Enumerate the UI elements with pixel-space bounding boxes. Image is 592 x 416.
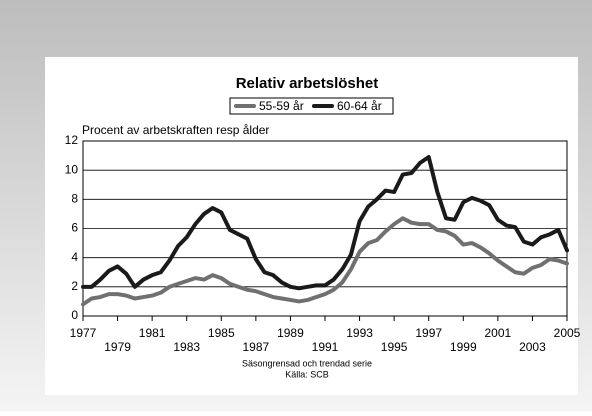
x-tick-label: 1981 (139, 326, 166, 340)
y-tick-label: 0 (71, 308, 78, 322)
y-tick-label: 12 (65, 133, 79, 147)
x-tick-label: 2003 (519, 340, 546, 354)
x-tick-label: 1985 (208, 326, 235, 340)
x-tick-label: 2001 (485, 326, 512, 340)
y-axis-label: Procent av arbetskraften resp ålder (82, 123, 269, 137)
y-tick-label: 8 (71, 192, 78, 206)
series-line (81, 216, 569, 307)
series-line (81, 155, 569, 291)
x-tick-label: 1997 (415, 326, 442, 340)
x-tick-label: 2005 (554, 326, 581, 340)
y-tick-label: 2 (71, 279, 78, 293)
x-tick-label: 1993 (346, 326, 373, 340)
legend-label: 55-59 år (259, 99, 304, 113)
chart-title: Relativ arbetslöshet (236, 75, 379, 92)
legend-box (229, 97, 394, 115)
y-tick-label: 4 (71, 250, 78, 264)
note: Säsongrensad och trendad serie (242, 358, 372, 368)
y-tick-label: 10 (65, 162, 79, 176)
x-tick-label: 1989 (277, 326, 304, 340)
x-tick-label: 1999 (450, 340, 477, 354)
x-tick-label: 1977 (70, 326, 97, 340)
x-tick-label: 1995 (381, 340, 408, 354)
legend-label: 60-64 år (337, 99, 382, 113)
x-tick-label: 1991 (312, 340, 339, 354)
y-tick-label: 6 (71, 221, 78, 235)
x-tick-label: 1987 (243, 340, 270, 354)
note: Källa: SCB (285, 369, 329, 379)
x-tick-label: 1979 (104, 340, 131, 354)
x-tick-label: 1983 (173, 340, 200, 354)
